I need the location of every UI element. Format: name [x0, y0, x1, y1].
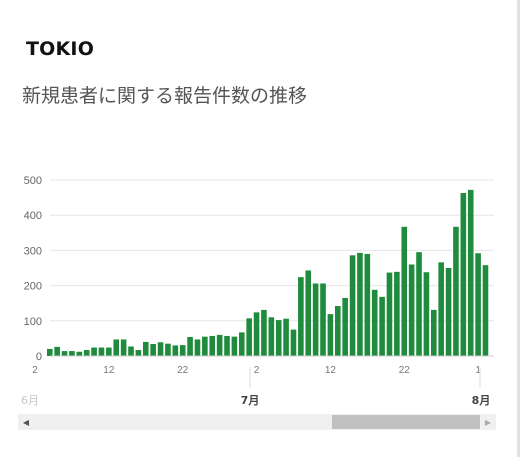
- bar[interactable]: [401, 226, 408, 356]
- bar[interactable]: [150, 344, 156, 356]
- bar[interactable]: [179, 345, 186, 356]
- bar-layer: [46, 189, 489, 356]
- bar[interactable]: [283, 318, 289, 356]
- bar[interactable]: [142, 341, 149, 356]
- bar[interactable]: [187, 336, 193, 356]
- x-tick-label: 2: [32, 365, 38, 376]
- bar[interactable]: [394, 271, 400, 356]
- bar[interactable]: [246, 318, 252, 356]
- bar[interactable]: [342, 297, 348, 356]
- bar[interactable]: [209, 335, 216, 356]
- bar[interactable]: [165, 343, 171, 356]
- bar[interactable]: [312, 283, 319, 356]
- month-label: 6月: [21, 394, 39, 407]
- bar[interactable]: [238, 332, 245, 356]
- x-tick-label: 1: [475, 365, 481, 376]
- bar[interactable]: [453, 226, 459, 356]
- bar[interactable]: [76, 351, 83, 356]
- bar[interactable]: [113, 339, 120, 356]
- x-tick-label: 12: [325, 365, 337, 376]
- bar[interactable]: [83, 350, 90, 356]
- bar[interactable]: [202, 336, 208, 356]
- bar[interactable]: [275, 320, 282, 356]
- y-tick-label: 100: [24, 316, 42, 328]
- bar[interactable]: [475, 253, 481, 356]
- y-tick-label: 500: [24, 175, 42, 187]
- bar[interactable]: [305, 270, 312, 356]
- bar[interactable]: [61, 351, 68, 356]
- bar[interactable]: [445, 268, 452, 356]
- bar[interactable]: [98, 347, 105, 356]
- bar[interactable]: [386, 272, 393, 356]
- bar[interactable]: [349, 255, 356, 356]
- y-tick-label: 300: [24, 245, 42, 257]
- bar[interactable]: [69, 351, 75, 356]
- month-label: 7月: [241, 394, 260, 407]
- bar[interactable]: [253, 312, 260, 356]
- bar[interactable]: [224, 335, 230, 356]
- x-tick-label: 12: [103, 365, 115, 376]
- bar[interactable]: [357, 252, 363, 356]
- horizontal-scrollbar[interactable]: ◀ ▶: [18, 414, 496, 430]
- bar[interactable]: [91, 347, 97, 356]
- bar[interactable]: [379, 296, 385, 356]
- bar[interactable]: [135, 350, 142, 356]
- x-tick-label: 22: [177, 365, 189, 376]
- bar[interactable]: [430, 309, 437, 356]
- chart-title: 新規患者に関する報告件数の推移: [22, 85, 308, 107]
- bar[interactable]: [416, 252, 422, 356]
- bar[interactable]: [268, 317, 275, 356]
- bar[interactable]: [298, 277, 304, 356]
- bar[interactable]: [320, 283, 326, 356]
- bar[interactable]: [327, 314, 334, 356]
- bar[interactable]: [364, 253, 371, 356]
- bar[interactable]: [371, 289, 378, 356]
- y-tick-label: 400: [24, 210, 42, 222]
- bar[interactable]: [54, 346, 60, 356]
- bar[interactable]: [128, 346, 134, 356]
- bar[interactable]: [261, 309, 267, 356]
- y-tick-label: 200: [24, 281, 42, 293]
- bar[interactable]: [120, 339, 127, 356]
- bar[interactable]: [438, 262, 444, 356]
- scroll-thumb[interactable]: [332, 415, 480, 429]
- bar[interactable]: [46, 348, 53, 356]
- bar[interactable]: [460, 193, 467, 356]
- card-border: [517, 0, 520, 457]
- bar[interactable]: [408, 264, 415, 356]
- y-tick-label: 0: [36, 351, 42, 363]
- bar[interactable]: [290, 329, 297, 356]
- month-label: 8月: [472, 394, 491, 407]
- scroll-left-arrow-icon[interactable]: ◀: [22, 417, 30, 427]
- bar[interactable]: [172, 345, 179, 356]
- scroll-right-arrow-icon[interactable]: ▶: [484, 417, 492, 427]
- region-title: TOKIO: [26, 38, 95, 60]
- x-tick-label: 2: [254, 365, 260, 376]
- bar[interactable]: [157, 342, 164, 356]
- bar[interactable]: [194, 339, 201, 356]
- bar[interactable]: [106, 347, 112, 356]
- bar[interactable]: [482, 265, 489, 356]
- x-tick-label: 22: [399, 365, 411, 376]
- bar[interactable]: [467, 189, 474, 356]
- bar[interactable]: [334, 306, 341, 356]
- bar[interactable]: [216, 334, 223, 356]
- bar[interactable]: [423, 272, 430, 356]
- bar[interactable]: [231, 336, 238, 356]
